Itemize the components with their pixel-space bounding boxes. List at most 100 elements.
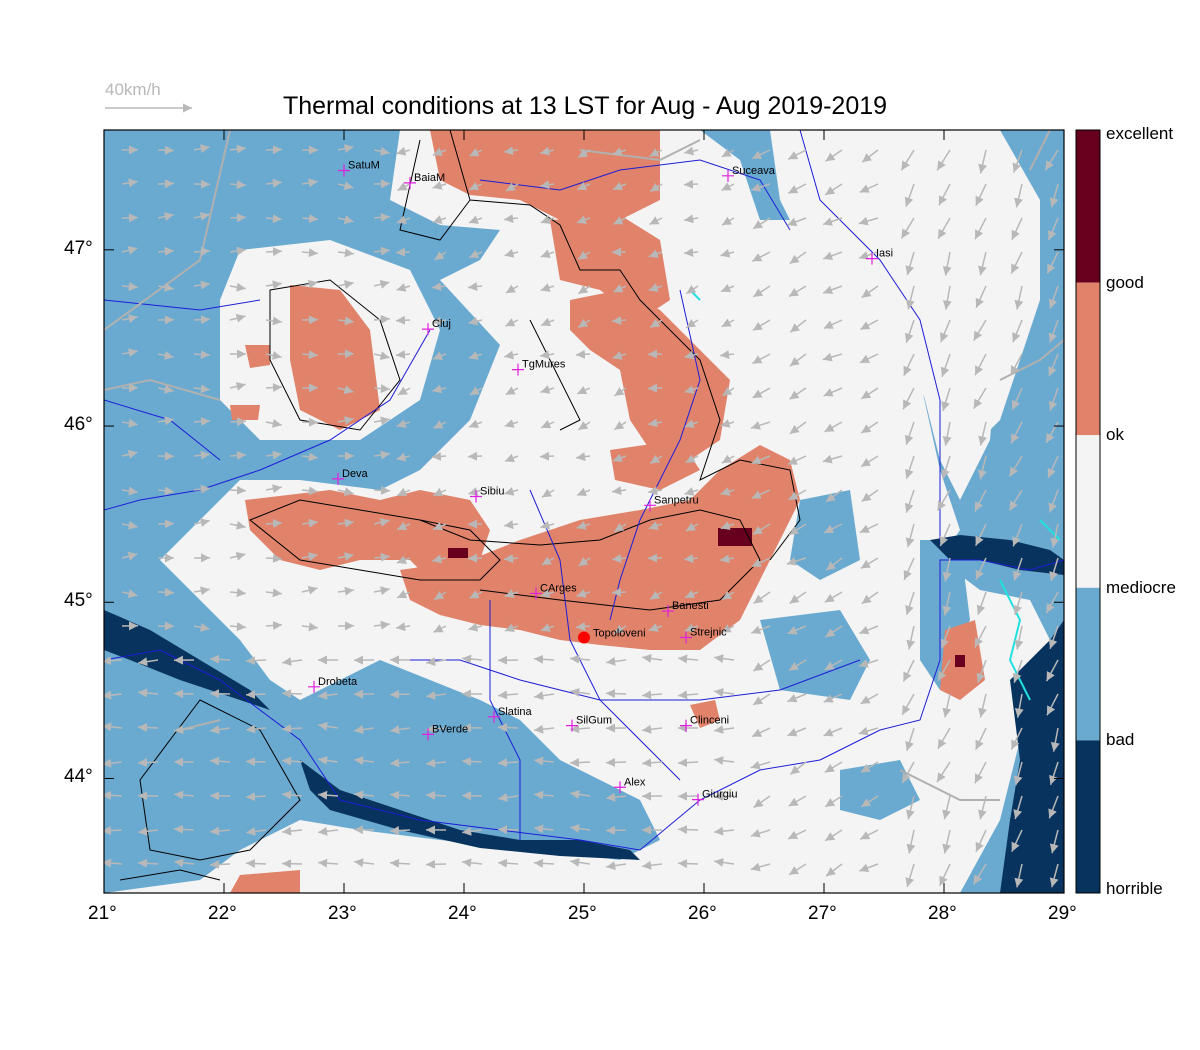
- wind-arrow: [752, 319, 771, 332]
- city-cross-icon: [722, 169, 734, 182]
- wind-arrow: [822, 251, 843, 261]
- wind-arrow: [824, 829, 843, 842]
- wind-arrow: [433, 624, 447, 633]
- wind-arrow: [469, 148, 483, 157]
- city-marker: CArges: [530, 582, 577, 600]
- wind-arrow: [504, 589, 519, 598]
- city-cross-icon: [614, 781, 626, 794]
- wind-arrow: [576, 181, 591, 191]
- wind-arrow: [613, 284, 627, 293]
- city-cross-icon: [422, 728, 434, 741]
- wind-arrow: [174, 790, 195, 800]
- wind-arrow: [900, 217, 915, 239]
- wind-arrow: [939, 863, 951, 887]
- wind-arrow: [940, 353, 951, 377]
- wind-arrow: [265, 280, 282, 290]
- wind-arrow: [720, 487, 735, 496]
- wind-arrow: [373, 384, 390, 394]
- colorbar: [1075, 129, 1101, 894]
- wind-arrow: [613, 624, 627, 634]
- wind-arrow: [940, 319, 951, 343]
- wind-arrow: [210, 756, 231, 766]
- wind-arrow: [433, 420, 447, 429]
- wind-arrow: [396, 283, 411, 292]
- wind-arrow: [1048, 319, 1059, 343]
- wind-arrow: [373, 552, 390, 562]
- wind-arrow: [121, 178, 138, 188]
- wind-arrow: [104, 690, 123, 700]
- map-layers: [104, 130, 1064, 893]
- wind-arrow: [1014, 183, 1023, 208]
- city-marker: Cluj: [422, 318, 451, 336]
- wind-arrow: [685, 454, 699, 464]
- wind-arrow: [787, 455, 807, 466]
- wind-arrow: [229, 144, 246, 154]
- wind-arrow: [788, 659, 807, 672]
- wind-arrow: [751, 489, 771, 499]
- wind-arrow: [649, 182, 663, 193]
- wind-arrow: [396, 487, 411, 497]
- wind-arrow: [1012, 319, 1023, 343]
- wind-arrow: [577, 284, 591, 295]
- city-label: Cluj: [432, 318, 451, 330]
- city-marker: SatuM: [338, 160, 380, 177]
- wind-arrow: [245, 859, 267, 869]
- wind-arrow: [462, 654, 483, 664]
- wind-arrow: [432, 147, 447, 156]
- wind-arrow: [1047, 455, 1059, 479]
- wind-arrow: [121, 486, 138, 496]
- wind-arrow: [301, 417, 319, 427]
- wind-arrow: [906, 829, 916, 854]
- wind-arrow: [975, 285, 987, 309]
- wind-arrow: [941, 387, 951, 412]
- wind-arrow: [905, 591, 915, 616]
- wind-arrow: [612, 554, 627, 564]
- wind-arrow: [157, 179, 175, 189]
- wind-arrow: [577, 421, 591, 431]
- wind-arrow: [750, 760, 771, 770]
- city-cross-icon: [680, 719, 692, 732]
- wind-arrow: [976, 591, 987, 615]
- wind-arrow: [137, 758, 159, 768]
- wind-arrow: [859, 523, 879, 534]
- wind-arrow: [938, 183, 951, 206]
- wind-arrow: [752, 693, 771, 706]
- city-marker: Banesti: [662, 600, 709, 618]
- wind-arrow: [373, 146, 390, 156]
- wind-arrow: [939, 523, 951, 547]
- wind-arrow: [860, 693, 879, 705]
- wind-arrow: [281, 859, 303, 869]
- city-marker: Iasi: [866, 248, 893, 265]
- wind-arrow: [649, 216, 663, 226]
- wind-arrow: [788, 285, 807, 298]
- wind-arrow: [337, 280, 354, 289]
- wind-arrow: [354, 756, 375, 766]
- wind-arrow: [906, 625, 916, 650]
- wind-arrow: [505, 284, 519, 294]
- wind-arrow: [373, 450, 391, 460]
- wind-arrow: [389, 689, 411, 699]
- wind-arrow: [614, 387, 627, 397]
- wind-arrow: [1010, 353, 1023, 376]
- wind-arrow: [229, 588, 246, 598]
- wind-arrow: [395, 247, 411, 257]
- wind-arrow: [282, 826, 303, 836]
- wind-arrow: [229, 520, 246, 530]
- wind-arrow: [860, 455, 879, 468]
- x-tick-label: 26°: [688, 903, 717, 924]
- wind-arrow: [713, 791, 735, 801]
- wind-arrow: [750, 183, 771, 192]
- city-label: BVerde: [432, 723, 468, 735]
- wind-arrow: [823, 387, 843, 397]
- wind-arrow: [229, 213, 247, 223]
- wind-arrow: [318, 756, 339, 765]
- wind-arrow: [642, 758, 663, 768]
- wind-arrow: [1012, 523, 1023, 547]
- wind-arrow: [281, 689, 303, 699]
- wind-arrow: [505, 318, 519, 327]
- wind-arrow: [823, 693, 843, 703]
- wind-arrow: [121, 589, 138, 598]
- wind-arrow: [173, 824, 195, 834]
- colorbar-label: horrible: [1106, 879, 1163, 898]
- wind-arrow: [720, 248, 735, 258]
